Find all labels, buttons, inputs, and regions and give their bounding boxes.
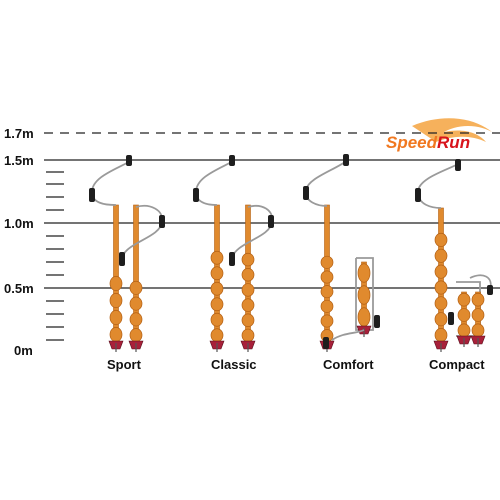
auger-flight: [129, 328, 143, 343]
auger-flight: [434, 232, 448, 247]
grip-handle: [323, 337, 329, 349]
grip-handle: [193, 188, 199, 202]
auger-flight: [210, 312, 224, 327]
auger-flight: [129, 296, 143, 311]
auger-flight: [320, 285, 334, 299]
auger-flight: [434, 296, 448, 311]
auger-flight: [457, 323, 471, 338]
model-label-classic: Classic: [211, 357, 257, 372]
scale-label-1-7m: 1.7m: [4, 126, 34, 141]
auger-flight: [357, 285, 371, 305]
scale-label-1-5m: 1.5m: [4, 153, 34, 168]
auger-flight: [357, 307, 371, 327]
handle-bar: [121, 205, 163, 259]
logo-text-speed: Speed: [386, 133, 438, 152]
handle-bar: [195, 159, 236, 206]
model-labels: Sport Classic Comfort Compact: [107, 357, 485, 372]
auger-flight: [434, 312, 448, 327]
grip-handle: [455, 159, 461, 171]
auger-flight: [210, 266, 224, 281]
grip-handle: [487, 285, 493, 295]
grip-handle: [229, 252, 235, 266]
auger-comfort: [303, 154, 380, 352]
scale-labels: 1.7m 1.5m 1.0m 0.5m 0m: [4, 126, 34, 358]
grip-handle: [415, 188, 421, 202]
grip-handle: [229, 155, 235, 166]
auger-flight: [241, 268, 255, 282]
handle-bar: [417, 162, 461, 209]
measurement-lines: [44, 132, 500, 289]
scale-label-0m: 0m: [14, 343, 33, 358]
auger-flight: [320, 314, 334, 328]
speedrun-logo: SpeedRun: [386, 118, 492, 152]
auger-flight: [241, 313, 255, 327]
auger-flight: [241, 252, 255, 267]
grip-handle: [448, 312, 454, 325]
auger-flight: [357, 263, 371, 283]
auger-flight: [434, 248, 448, 263]
auger-flight: [129, 312, 143, 327]
grip-handle: [119, 252, 125, 266]
grip-handle: [126, 155, 132, 166]
auger-flight: [109, 293, 123, 308]
auger-flight: [471, 308, 485, 322]
auger-flight: [457, 308, 471, 322]
grip-handle: [343, 154, 349, 166]
grip-handle: [268, 215, 274, 228]
handle-bar: [91, 159, 133, 206]
logo-flame-swoosh: [412, 118, 492, 142]
scale-label-1-0m: 1.0m: [4, 216, 34, 231]
handle-bar: [355, 257, 374, 331]
grip-handle: [374, 315, 380, 328]
auger-flight: [434, 328, 448, 343]
auger-sport: [89, 155, 165, 352]
grip-handle: [303, 186, 309, 200]
auger-flight: [471, 323, 485, 338]
auger-flight: [109, 310, 123, 325]
auger-flight: [109, 327, 123, 342]
auger-flight: [241, 298, 255, 312]
auger-flight: [320, 299, 334, 313]
auger-flight: [320, 255, 334, 269]
auger-flight: [434, 264, 448, 279]
handle-bar: [231, 205, 274, 259]
auger-flight: [210, 250, 224, 265]
handle-bar: [331, 329, 365, 341]
auger-flight: [241, 283, 255, 297]
auger-flight: [210, 297, 224, 312]
auger-flight: [471, 292, 485, 307]
grip-handle: [159, 215, 165, 228]
logo-text: SpeedRun: [386, 133, 470, 152]
handle-bar: [305, 159, 349, 207]
scale-label-0-5m: 0.5m: [4, 281, 34, 296]
auger-flight: [210, 281, 224, 296]
auger-flight: [457, 292, 471, 307]
auger-flight: [129, 280, 143, 295]
auger-flight: [109, 276, 123, 291]
logo-text-run: Run: [437, 133, 470, 152]
auger-flight: [320, 270, 334, 284]
auger-classic: [193, 155, 274, 352]
auger-compact: [415, 159, 493, 352]
auger-flight: [210, 328, 224, 343]
auger-illustrations: [89, 154, 493, 352]
ruler-ticks: [46, 171, 64, 341]
auger-flight: [434, 280, 448, 295]
grip-handle: [89, 188, 95, 202]
model-label-sport: Sport: [107, 357, 142, 372]
model-label-comfort: Comfort: [323, 357, 374, 372]
model-label-compact: Compact: [429, 357, 485, 372]
auger-flight: [241, 328, 255, 343]
